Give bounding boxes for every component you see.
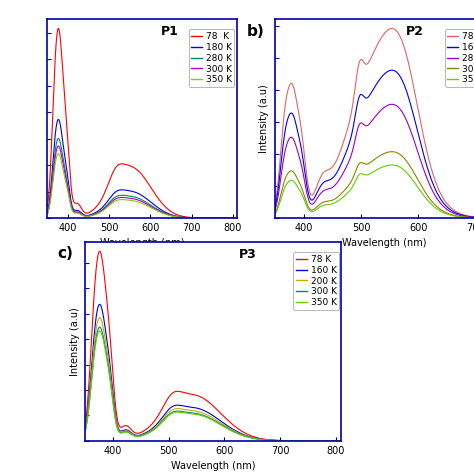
Legend: 78  K, 180 K, 280 K, 300 K, 350 K: 78 K, 180 K, 280 K, 300 K, 350 K xyxy=(189,29,234,87)
Y-axis label: Intensity (a.u): Intensity (a.u) xyxy=(259,84,269,153)
Text: P2: P2 xyxy=(406,25,424,38)
Legend: 78  K, 160 K, 280 K, 300 K, 350 K: 78 K, 160 K, 280 K, 300 K, 350 K xyxy=(445,29,474,87)
Legend: 78 K, 160 K, 200 K, 300 K, 350 K: 78 K, 160 K, 200 K, 300 K, 350 K xyxy=(293,252,339,310)
Text: P1: P1 xyxy=(161,25,179,38)
Text: c): c) xyxy=(57,246,73,262)
Text: P3: P3 xyxy=(239,248,256,261)
X-axis label: Wavelength (nm): Wavelength (nm) xyxy=(342,238,426,248)
X-axis label: Wavelength (nm): Wavelength (nm) xyxy=(100,238,184,248)
Text: b): b) xyxy=(246,24,264,39)
X-axis label: Wavelength (nm): Wavelength (nm) xyxy=(171,461,255,471)
Y-axis label: Intensity (a.u): Intensity (a.u) xyxy=(70,307,80,376)
